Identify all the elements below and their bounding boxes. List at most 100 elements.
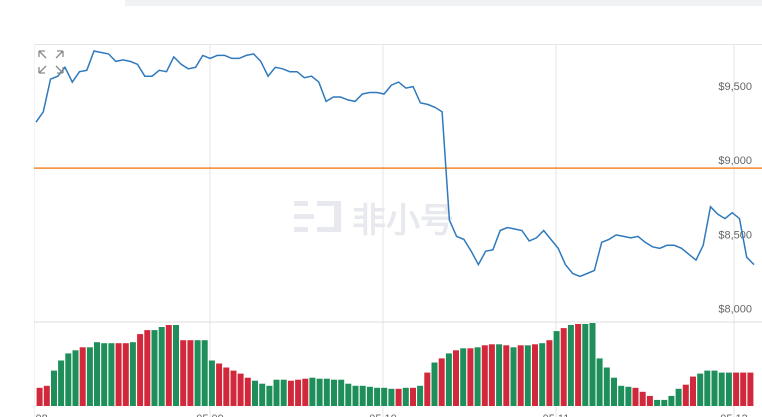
volume-bar xyxy=(625,386,632,406)
volume-bar xyxy=(639,391,646,406)
price-chart[interactable]: 非小号 $9,500$9,000$8,500$8,000 05.0805.090… xyxy=(34,44,762,417)
volume-bar xyxy=(438,358,445,406)
volume-bar xyxy=(618,385,625,406)
volume-bar xyxy=(661,399,668,406)
volume-bar xyxy=(309,377,316,406)
volume-bar xyxy=(79,347,86,406)
volume-bar xyxy=(560,328,567,406)
volume-bar xyxy=(596,358,603,406)
volume-bar xyxy=(216,363,223,406)
volume-bar xyxy=(589,323,596,406)
volume-bar xyxy=(488,344,495,406)
volume-bar xyxy=(201,340,208,406)
volume-bar xyxy=(237,373,244,406)
volume-bar xyxy=(553,331,560,406)
x-tick-label: 05.09 xyxy=(196,413,224,417)
volume-bar xyxy=(223,367,230,406)
y-tick-label: $8,500 xyxy=(718,229,752,241)
volume-bar xyxy=(122,343,129,406)
volume-bar xyxy=(718,372,725,406)
volume-bar xyxy=(194,340,201,406)
expand-arrows-icon[interactable] xyxy=(36,48,66,76)
volume-bar xyxy=(682,384,689,406)
volume-bar xyxy=(711,370,718,406)
volume-bar xyxy=(208,360,215,406)
y-tick-label: $9,000 xyxy=(718,155,752,167)
volume-bar xyxy=(173,325,179,406)
volume-bar xyxy=(86,347,93,406)
chart-canvas[interactable]: 非小号 $9,500$9,000$8,500$8,000 05.0805.090… xyxy=(34,44,762,417)
volume-bar xyxy=(740,372,747,406)
volume-bar xyxy=(704,370,711,406)
watermark-text: 非小号 xyxy=(352,202,454,240)
volume-bar xyxy=(690,376,696,406)
volume-bar xyxy=(187,340,194,406)
volume-bar xyxy=(424,372,431,406)
volume-bar xyxy=(302,378,309,406)
volume-bar xyxy=(575,324,582,406)
volume-bar xyxy=(431,362,438,406)
volume-bar xyxy=(460,348,467,406)
volume-bar xyxy=(381,387,388,406)
volume-bar xyxy=(115,343,122,406)
watermark: 非小号 xyxy=(294,201,454,240)
price-line xyxy=(35,50,755,278)
volume-bar xyxy=(331,379,337,406)
volume-bar xyxy=(72,350,79,406)
volume-bar xyxy=(287,380,294,406)
volume-bar xyxy=(94,342,100,406)
volume-bar xyxy=(510,347,517,406)
volume-bar xyxy=(611,377,617,406)
volume-bar xyxy=(165,325,172,406)
volume-bar xyxy=(646,395,653,406)
volume-bar xyxy=(266,385,273,406)
volume-bar xyxy=(295,379,302,406)
volume-bar xyxy=(725,372,732,406)
x-tick-label: 05.08 xyxy=(34,413,48,417)
volume-bar xyxy=(252,380,258,406)
volume-bar xyxy=(244,377,251,406)
volume-bar xyxy=(273,379,280,406)
volume-bar xyxy=(108,343,115,406)
volume-bar xyxy=(129,342,136,406)
volume-bar xyxy=(697,373,704,406)
volume-bar xyxy=(158,327,165,406)
volume-bar xyxy=(151,330,158,406)
volume-bar xyxy=(417,385,424,406)
y-tick-label: $8,000 xyxy=(718,304,752,316)
volume-bar xyxy=(144,330,151,406)
volume-bar xyxy=(280,379,287,406)
volume-bars xyxy=(36,323,754,406)
volume-bar xyxy=(654,399,661,406)
x-axis-ticks: 05.08 05.09 05.10 05.11 05.12 xyxy=(34,413,748,417)
volume-bar xyxy=(395,388,402,406)
volume-bar xyxy=(747,372,754,406)
volume-bar xyxy=(733,372,740,406)
y-axis-ticks: $9,500 $9,000 $8,500 $8,000 xyxy=(718,81,752,316)
volume-bar xyxy=(675,388,682,406)
volume-bar xyxy=(338,379,345,406)
volume-bar xyxy=(366,386,373,406)
x-tick-label: 05.10 xyxy=(369,413,397,417)
volume-bar xyxy=(546,340,553,406)
volume-bar xyxy=(453,350,459,406)
volume-bar xyxy=(503,345,510,406)
y-tick-label: $9,500 xyxy=(718,81,752,93)
x-tick-label: 05.12 xyxy=(720,413,748,417)
volume-bar xyxy=(603,367,610,406)
volume-bar xyxy=(65,353,72,406)
volume-bar xyxy=(410,387,416,406)
volume-bar xyxy=(474,347,481,406)
volume-bar xyxy=(388,388,395,406)
volume-bar xyxy=(632,387,639,406)
volume-bar xyxy=(567,325,574,406)
volume-bar xyxy=(668,395,675,406)
gridlines xyxy=(34,44,762,417)
volume-bar xyxy=(532,344,538,406)
volume-bar xyxy=(230,370,237,406)
volume-bar xyxy=(582,324,589,406)
x-tick-label: 05.11 xyxy=(543,413,570,417)
volume-bar xyxy=(352,385,359,406)
volume-bar xyxy=(481,345,488,406)
toolbar-background xyxy=(125,0,762,6)
